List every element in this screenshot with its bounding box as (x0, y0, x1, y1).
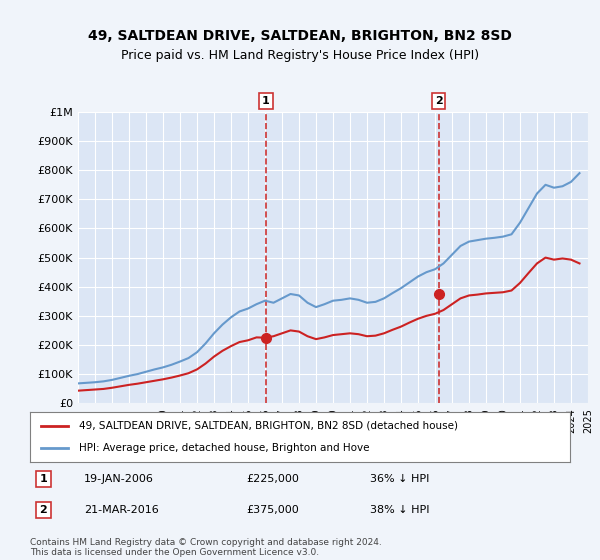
Text: 2: 2 (40, 505, 47, 515)
Text: 21-MAR-2016: 21-MAR-2016 (84, 505, 159, 515)
Text: £375,000: £375,000 (246, 505, 299, 515)
Text: 38% ↓ HPI: 38% ↓ HPI (370, 505, 430, 515)
Text: Price paid vs. HM Land Registry's House Price Index (HPI): Price paid vs. HM Land Registry's House … (121, 49, 479, 63)
Text: 36% ↓ HPI: 36% ↓ HPI (370, 474, 430, 484)
Text: 1: 1 (40, 474, 47, 484)
Text: 19-JAN-2006: 19-JAN-2006 (84, 474, 154, 484)
Text: £225,000: £225,000 (246, 474, 299, 484)
Text: 2: 2 (435, 96, 443, 106)
Text: HPI: Average price, detached house, Brighton and Hove: HPI: Average price, detached house, Brig… (79, 443, 369, 453)
Text: 49, SALTDEAN DRIVE, SALTDEAN, BRIGHTON, BN2 8SD (detached house): 49, SALTDEAN DRIVE, SALTDEAN, BRIGHTON, … (79, 421, 458, 431)
Text: Contains HM Land Registry data © Crown copyright and database right 2024.
This d: Contains HM Land Registry data © Crown c… (30, 538, 382, 557)
Text: 49, SALTDEAN DRIVE, SALTDEAN, BRIGHTON, BN2 8SD: 49, SALTDEAN DRIVE, SALTDEAN, BRIGHTON, … (88, 29, 512, 44)
Text: 1: 1 (262, 96, 270, 106)
